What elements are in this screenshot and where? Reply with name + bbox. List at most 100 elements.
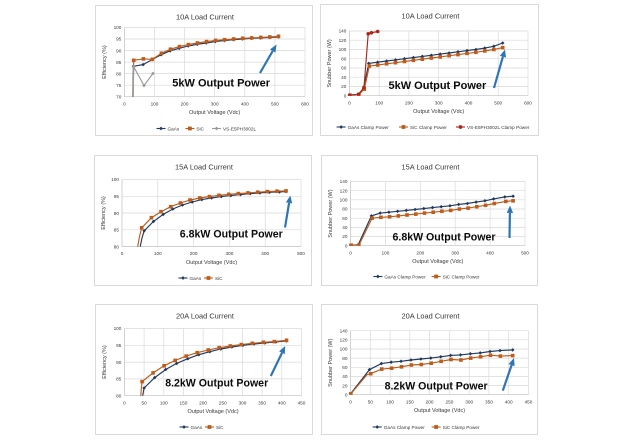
svg-text:Output Voltage (Vdc): Output Voltage (Vdc): [186, 260, 237, 266]
svg-text:300: 300: [451, 250, 459, 255]
svg-text:100: 100: [340, 198, 348, 203]
svg-text:60: 60: [342, 216, 348, 221]
svg-text:Output Voltage (Vdc): Output Voltage (Vdc): [412, 259, 463, 265]
svg-text:50: 50: [368, 399, 374, 404]
svg-text:8.2kW Output Power: 8.2kW Output Power: [385, 381, 488, 393]
svg-text:120: 120: [339, 38, 347, 43]
svg-text:60: 60: [342, 365, 348, 370]
svg-text:40: 40: [342, 374, 348, 379]
svg-text:VS-E5PH3002L: VS-E5PH3002L: [223, 126, 256, 131]
svg-text:140: 140: [339, 29, 347, 34]
svg-text:0: 0: [123, 400, 126, 405]
svg-text:100: 100: [340, 347, 348, 352]
svg-text:Efficiency (%): Efficiency (%): [101, 196, 107, 230]
svg-text:Output Voltage (Vdc): Output Voltage (Vdc): [187, 409, 238, 415]
svg-text:15A Load Current: 15A Load Current: [402, 163, 460, 172]
svg-text:95: 95: [116, 343, 122, 348]
svg-text:120: 120: [340, 338, 348, 343]
svg-text:250: 250: [219, 400, 227, 405]
svg-text:Output Voltage (Vdc): Output Voltage (Vdc): [414, 408, 465, 414]
svg-text:15A Load Current: 15A Load Current: [175, 163, 233, 172]
svg-text:Output Voltage (Vdc): Output Voltage (Vdc): [189, 110, 240, 116]
svg-text:5kW Output Power: 5kW Output Power: [172, 78, 270, 90]
svg-text:85: 85: [116, 60, 122, 65]
svg-text:VS-E5PH3002L Clamp Power: VS-E5PH3002L Clamp Power: [467, 125, 530, 130]
svg-text:400: 400: [278, 400, 286, 405]
svg-text:Efficiency (%): Efficiency (%): [102, 345, 108, 379]
svg-text:6.8kW Output Power: 6.8kW Output Power: [180, 229, 283, 241]
svg-text:80: 80: [114, 244, 120, 249]
svg-text:90: 90: [116, 48, 122, 53]
svg-text:6.8kW Output Power: 6.8kW Output Power: [393, 232, 496, 244]
svg-text:20A Load Current: 20A Load Current: [402, 312, 460, 321]
svg-text:SiC: SiC: [196, 126, 204, 131]
svg-text:10A Load Current: 10A Load Current: [402, 12, 460, 21]
svg-text:300: 300: [225, 251, 233, 256]
svg-text:0: 0: [349, 250, 352, 255]
svg-text:Output Voltage (Vdc): Output Voltage (Vdc): [413, 109, 464, 115]
svg-text:80: 80: [116, 393, 122, 398]
svg-text:Snubber Power (W): Snubber Power (W): [328, 338, 334, 386]
svg-text:95: 95: [114, 194, 120, 199]
svg-text:450: 450: [298, 400, 306, 405]
svg-text:300: 300: [239, 400, 247, 405]
svg-text:80: 80: [341, 56, 347, 61]
svg-text:100: 100: [114, 326, 122, 331]
svg-text:SiC: SiC: [216, 425, 224, 430]
svg-text:140: 140: [340, 179, 348, 184]
svg-text:75: 75: [116, 83, 122, 88]
svg-text:SiC: SiC: [215, 276, 223, 281]
svg-text:400: 400: [261, 251, 269, 256]
svg-text:200: 200: [181, 101, 189, 106]
svg-text:20: 20: [342, 383, 348, 388]
svg-text:350: 350: [258, 400, 266, 405]
svg-text:GaAs: GaAs: [191, 425, 203, 430]
svg-text:50: 50: [141, 400, 147, 405]
svg-text:40: 40: [342, 225, 348, 230]
svg-text:300: 300: [435, 100, 443, 105]
svg-text:GaAs: GaAs: [168, 126, 180, 131]
svg-text:Snubber Power (W): Snubber Power (W): [327, 39, 333, 87]
svg-text:85: 85: [114, 228, 120, 233]
svg-text:0: 0: [344, 93, 347, 98]
svg-text:90: 90: [114, 211, 120, 216]
svg-text:GaAs Clamp Power: GaAs Clamp Power: [384, 274, 426, 279]
svg-text:100: 100: [375, 100, 383, 105]
svg-text:300: 300: [211, 101, 219, 106]
svg-text:20A Load Current: 20A Load Current: [176, 312, 234, 321]
svg-text:300: 300: [465, 399, 473, 404]
svg-text:600: 600: [524, 100, 532, 105]
svg-text:350: 350: [485, 399, 493, 404]
svg-text:100: 100: [151, 101, 159, 106]
svg-text:200: 200: [426, 399, 434, 404]
svg-text:GaAs Clamp Power: GaAs Clamp Power: [384, 425, 426, 430]
svg-text:100: 100: [114, 25, 122, 30]
svg-text:600: 600: [301, 101, 309, 106]
svg-text:400: 400: [465, 100, 473, 105]
svg-text:8.2kW Output Power: 8.2kW Output Power: [165, 378, 268, 390]
svg-text:200: 200: [405, 100, 413, 105]
svg-text:100: 100: [154, 251, 162, 256]
svg-text:150: 150: [179, 400, 187, 405]
svg-text:70: 70: [116, 94, 122, 99]
svg-text:0: 0: [345, 392, 348, 397]
svg-text:500: 500: [297, 251, 305, 256]
svg-text:20: 20: [341, 84, 347, 89]
svg-text:GaAs Clamp Power: GaAs Clamp Power: [348, 125, 390, 130]
svg-text:SiC Clamp Power: SiC Clamp Power: [443, 425, 480, 430]
svg-text:5kW Output Power: 5kW Output Power: [389, 80, 488, 92]
svg-text:0: 0: [121, 251, 124, 256]
svg-text:80: 80: [342, 207, 348, 212]
svg-text:200: 200: [199, 400, 207, 405]
svg-text:0: 0: [348, 100, 351, 105]
svg-text:0: 0: [123, 101, 126, 106]
svg-text:400: 400: [486, 250, 494, 255]
svg-text:250: 250: [445, 399, 453, 404]
svg-text:500: 500: [521, 250, 529, 255]
svg-text:60: 60: [341, 66, 347, 71]
svg-text:500: 500: [271, 101, 279, 106]
svg-text:0: 0: [349, 399, 352, 404]
svg-text:SiC Clamp Power: SiC Clamp Power: [443, 274, 480, 279]
svg-text:400: 400: [505, 399, 513, 404]
svg-text:80: 80: [116, 71, 122, 76]
